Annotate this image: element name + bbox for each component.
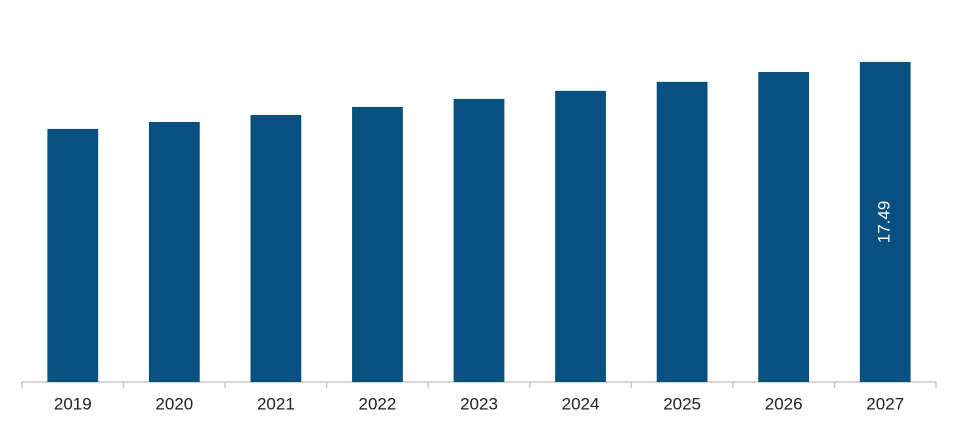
bar — [250, 115, 302, 383]
bar — [352, 106, 403, 383]
x-tick-label: 2019 — [54, 394, 92, 413]
x-tick-label: 2025 — [663, 394, 701, 413]
x-tick-label: 2024 — [562, 394, 600, 413]
x-tick-label: 2022 — [359, 394, 397, 413]
x-tick-label: 2021 — [257, 394, 295, 413]
bar — [656, 81, 708, 382]
bar — [859, 61, 911, 383]
x-tick-label: 2023 — [460, 394, 498, 413]
bar — [555, 90, 606, 383]
bar — [148, 121, 200, 382]
bar — [453, 98, 505, 383]
bar — [758, 71, 810, 383]
bar — [47, 128, 99, 382]
x-tick-label: 2026 — [765, 394, 803, 413]
x-tick-label: 2027 — [866, 394, 904, 413]
x-tick-label: 2020 — [155, 394, 193, 413]
bar-value-label: 17.49 — [875, 201, 894, 244]
